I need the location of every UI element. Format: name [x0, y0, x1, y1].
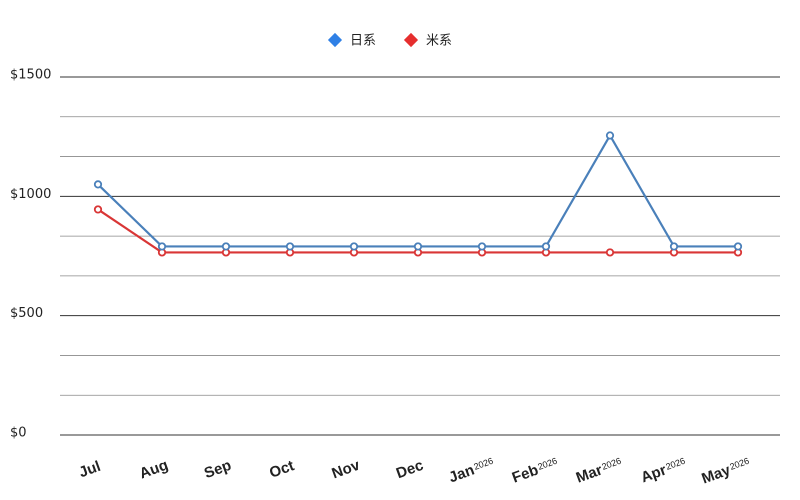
x-tick: Aug [137, 457, 170, 483]
data-point [413, 242, 423, 251]
data-point [221, 242, 231, 251]
x-tick-label: Feb [510, 462, 541, 487]
data-point [285, 242, 295, 251]
x-tick: Dec [394, 457, 426, 482]
legend-marker [403, 32, 419, 48]
x-tick-label: Aug [137, 457, 170, 483]
x-tick-label: Jan [447, 462, 477, 487]
x-tick-label: Mar [574, 461, 605, 486]
data-point [157, 242, 167, 251]
x-tick-label: Sep [202, 457, 234, 482]
data-point [477, 242, 487, 251]
data-point [93, 180, 103, 189]
x-tick-year: 2026 [536, 456, 558, 472]
x-tick-label: Dec [394, 457, 426, 482]
data-point [605, 131, 615, 140]
legend-label: 日系 [350, 34, 376, 49]
data-point [605, 248, 615, 257]
data-point [541, 242, 551, 251]
x-tick: Nov [330, 456, 363, 482]
y-tick-label: $0 [10, 426, 27, 441]
data-point [93, 205, 103, 214]
data-point [349, 242, 359, 251]
x-tick-year: 2026 [600, 456, 622, 472]
y-tick-label: $500 [10, 306, 43, 321]
x-tick-year: 2026 [664, 456, 686, 472]
data-point [733, 242, 743, 251]
x-tick-label: May [699, 461, 733, 487]
x-tick-label: Oct [267, 457, 296, 482]
legend-label: 米系 [426, 34, 452, 49]
y-tick-label: $1000 [10, 187, 51, 202]
series-line [97, 133, 738, 248]
x-tick-label: Nov [330, 456, 363, 482]
y-tick-label: $1500 [10, 68, 51, 83]
x-tick: Sep [202, 457, 234, 482]
x-tick-year: 2026 [728, 456, 750, 472]
x-tick-label: Jul [77, 458, 103, 481]
data-point [669, 242, 679, 251]
x-tick: Jul [77, 458, 103, 481]
legend-marker [327, 32, 343, 48]
x-tick: Oct [267, 457, 296, 482]
x-tick-year: 2026 [472, 456, 494, 472]
